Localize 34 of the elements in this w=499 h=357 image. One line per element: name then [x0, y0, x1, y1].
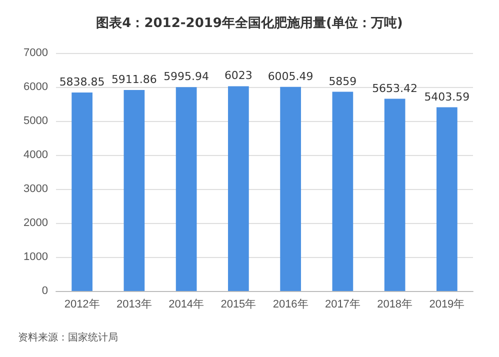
bar [332, 92, 354, 291]
x-tick-label: 2016年 [272, 298, 308, 310]
bar [436, 107, 458, 291]
y-tick-label: 1000 [24, 251, 48, 263]
x-tick-label: 2012年 [64, 298, 100, 310]
data-label: 6023 [224, 69, 252, 82]
bar [280, 86, 301, 291]
data-label: 5403.59 [424, 90, 470, 104]
bar [228, 86, 249, 291]
bar [72, 92, 92, 291]
y-tick-label: 4000 [24, 149, 48, 161]
data-label: 5995.94 [164, 70, 210, 84]
bar [384, 98, 406, 291]
data-label: 5859 [328, 74, 357, 88]
x-tick-label: 2013年 [116, 298, 152, 310]
text: 资料来源：国家统计局 [18, 332, 118, 344]
x-tick-label: 2018年 [377, 298, 413, 310]
bar [176, 87, 197, 291]
x-tick-label: 2017年 [324, 298, 360, 310]
data-label: 6005.49 [268, 70, 314, 83]
data-label: 5911.86 [111, 72, 157, 86]
y-tick-label: 0 [42, 285, 48, 297]
x-tick-label: 2019年 [429, 298, 465, 310]
y-tick-label: 5000 [24, 115, 48, 127]
y-tick-label: 3000 [24, 183, 48, 195]
x-tick-label: 2014年 [168, 298, 204, 310]
y-tick-label: 2000 [24, 217, 48, 229]
y-tick-label: 6000 [24, 81, 48, 93]
x-tick-label: 2015年 [220, 298, 256, 310]
chart-title: 图表4：2012-2019年全国化肥施用量(单位：万吨) [96, 15, 403, 31]
data-label: 5653.42 [372, 82, 418, 95]
y-tick-label: 7000 [24, 47, 48, 59]
bar [124, 90, 145, 291]
data-label: 5838.85 [59, 75, 105, 88]
